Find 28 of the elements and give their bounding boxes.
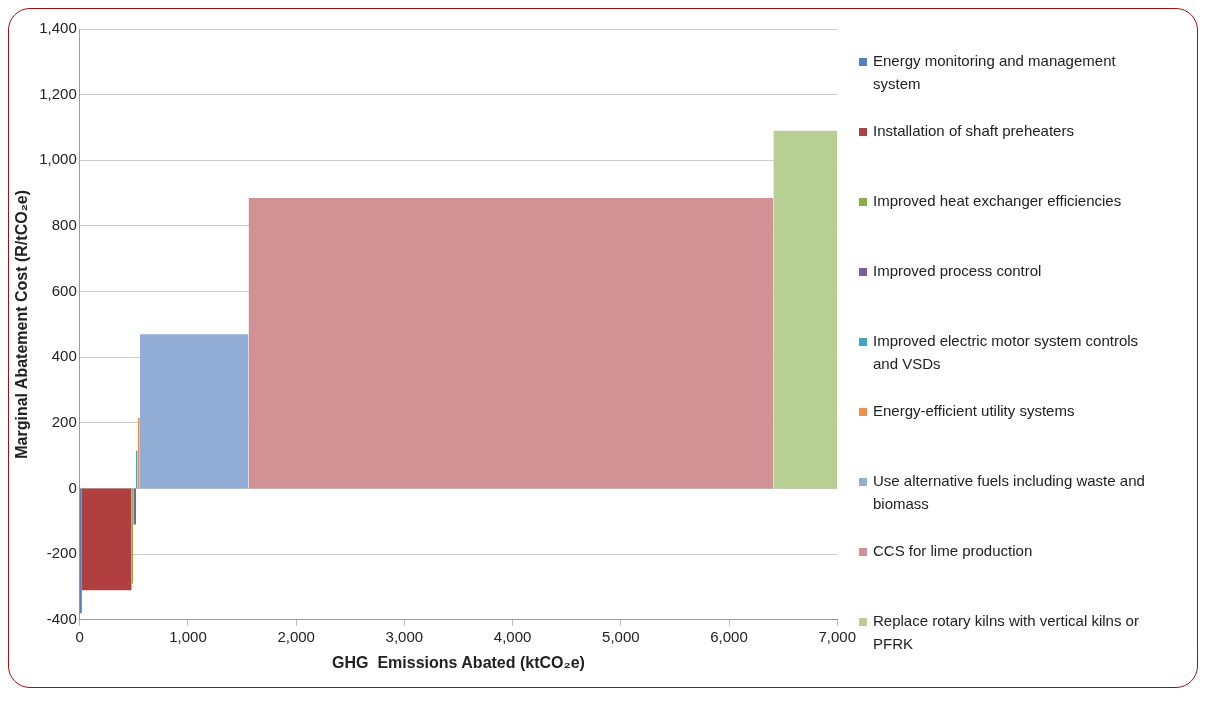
x-tick-label: 6,000 <box>710 627 748 645</box>
y-tick-label: 200 <box>51 413 77 431</box>
x-tick-label: 2,000 <box>277 627 315 645</box>
legend-label: Energy-efficient utility systems <box>873 401 1075 421</box>
y-tick-label: 1,400 <box>39 19 77 37</box>
x-axis-title: GHG Emissions Abated (ktCO₂e) <box>332 653 585 671</box>
y-tick-label: 800 <box>51 216 77 234</box>
y-tick-label: 1,000 <box>39 150 77 168</box>
legend-label: Improved heat exchanger efficiencies <box>873 191 1122 211</box>
legend-label: Installation of shaft preheaters <box>873 121 1074 141</box>
y-tick-label: -400 <box>46 609 77 627</box>
y-axis-title: Marginal Abatement Cost (R/tCO₂e) <box>13 190 31 459</box>
legend-label: Replace rotary kilns with vertical kilns or PFRK <box>873 611 1140 654</box>
y-tick-label: 600 <box>51 281 77 299</box>
x-tick-label: 7,000 <box>818 627 857 645</box>
legend-label: Improved electric motor system controls and VSDs <box>873 331 1140 374</box>
x-tick-label: 3,000 <box>385 627 424 645</box>
legend-label: Use alternative fuels including waste and biomass <box>873 471 1146 514</box>
y-tick-label: 1,200 <box>39 84 77 102</box>
y-tick-label: -200 <box>46 544 77 562</box>
legend-label: Energy monitoring and management system <box>873 51 1117 94</box>
x-tick-label: 1,000 <box>169 627 207 645</box>
y-tick-label: 0 <box>68 478 77 496</box>
x-tick-label: 4,000 <box>493 627 532 645</box>
y-tick-label: 400 <box>51 347 77 365</box>
x-tick-label: 5,000 <box>602 627 640 645</box>
legend-label: CCS for lime production <box>873 541 1033 561</box>
legend-label: Improved process control <box>873 261 1042 281</box>
